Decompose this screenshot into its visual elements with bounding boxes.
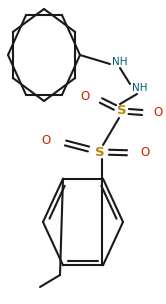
Text: NH: NH (112, 57, 127, 67)
Text: O: O (81, 91, 90, 103)
Text: S: S (117, 105, 127, 118)
Text: S: S (95, 146, 105, 158)
Text: O: O (140, 147, 149, 160)
Text: O: O (42, 133, 51, 147)
Text: NH: NH (132, 83, 148, 93)
Text: O: O (153, 106, 162, 119)
